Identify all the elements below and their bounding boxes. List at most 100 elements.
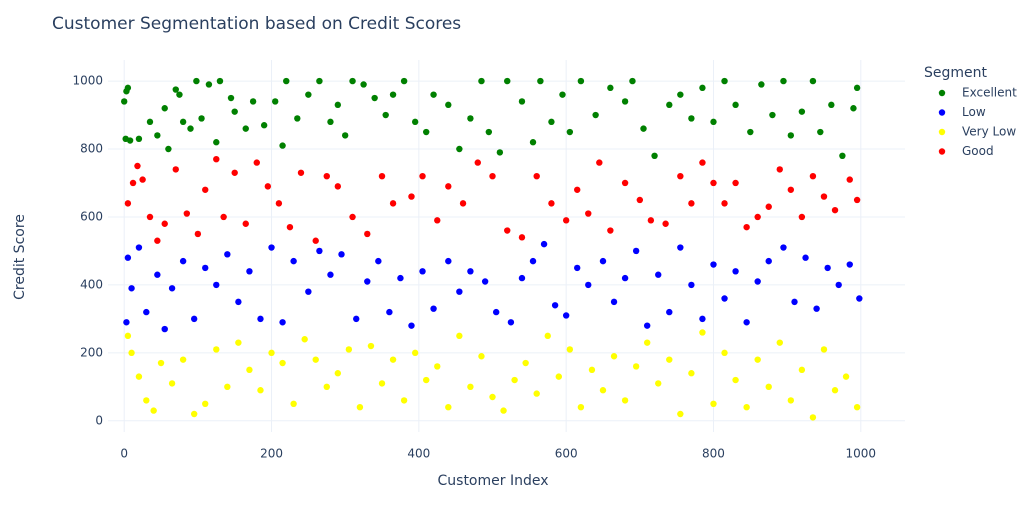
- plot-area: [108, 60, 905, 432]
- point: [699, 315, 706, 323]
- point: [143, 308, 150, 316]
- point: [400, 77, 408, 85]
- point: [481, 278, 489, 285]
- point: [154, 237, 161, 244]
- point: [632, 247, 640, 255]
- legend-label: Very Low: [962, 125, 1016, 139]
- point: [640, 125, 647, 132]
- point: [710, 261, 717, 268]
- point: [518, 274, 526, 282]
- point: [146, 118, 154, 126]
- point: [765, 383, 772, 391]
- point: [316, 247, 323, 255]
- point: [769, 111, 776, 119]
- point: [123, 319, 130, 326]
- point: [621, 397, 629, 404]
- point: [456, 288, 463, 295]
- point: [146, 213, 154, 221]
- point: [518, 98, 526, 105]
- point: [846, 261, 853, 268]
- point: [791, 298, 798, 306]
- point: [397, 274, 404, 282]
- point: [408, 322, 415, 329]
- point: [776, 166, 783, 173]
- point: [202, 186, 209, 193]
- point: [294, 115, 301, 122]
- point: [621, 274, 629, 282]
- point: [246, 268, 253, 275]
- point: [809, 77, 817, 85]
- point: [279, 359, 286, 367]
- legend-label: Low: [962, 105, 986, 119]
- point: [312, 356, 319, 363]
- point: [666, 308, 673, 316]
- point: [154, 271, 161, 278]
- point: [754, 356, 761, 363]
- point: [518, 234, 526, 241]
- point: [820, 193, 828, 200]
- point: [124, 84, 132, 92]
- point: [349, 77, 356, 85]
- y-tick-label: 800: [80, 142, 103, 156]
- point: [430, 305, 437, 312]
- point: [831, 387, 839, 394]
- y-tick-label: 1000: [72, 74, 103, 88]
- point: [268, 244, 275, 251]
- point: [419, 268, 426, 275]
- point: [754, 278, 761, 285]
- point: [371, 94, 378, 102]
- point: [655, 271, 662, 278]
- point: [165, 145, 172, 153]
- point: [666, 356, 673, 363]
- point: [839, 152, 846, 160]
- point: [780, 77, 787, 85]
- point: [389, 91, 397, 98]
- point: [559, 91, 566, 98]
- point: [312, 237, 319, 244]
- point: [721, 77, 728, 85]
- point: [268, 349, 275, 357]
- point: [157, 359, 165, 367]
- point: [364, 230, 371, 238]
- point: [478, 77, 485, 85]
- point: [202, 400, 209, 408]
- point: [677, 410, 684, 418]
- point: [190, 410, 198, 418]
- point: [533, 172, 540, 180]
- point: [305, 288, 312, 295]
- point: [301, 336, 308, 343]
- point: [467, 268, 474, 275]
- point: [235, 339, 242, 346]
- legend-label: Good: [962, 144, 994, 158]
- point: [434, 363, 441, 370]
- point: [334, 101, 342, 109]
- point: [419, 172, 426, 180]
- point: [688, 281, 695, 289]
- point: [224, 251, 231, 258]
- point: [213, 346, 220, 353]
- point: [721, 200, 728, 207]
- y-tick-label: 600: [80, 209, 103, 223]
- point: [853, 84, 861, 92]
- point: [227, 94, 235, 102]
- point: [246, 366, 253, 374]
- x-tick-label: 400: [407, 447, 430, 461]
- point: [850, 105, 857, 112]
- point: [198, 115, 205, 122]
- point: [551, 302, 559, 309]
- point: [566, 346, 574, 353]
- point: [231, 169, 238, 176]
- point: [360, 81, 367, 88]
- point: [489, 393, 496, 401]
- point: [743, 404, 750, 411]
- point: [382, 111, 389, 119]
- point: [356, 404, 364, 411]
- point: [423, 376, 430, 384]
- point: [187, 125, 194, 132]
- point: [242, 125, 249, 132]
- point: [124, 332, 132, 340]
- point: [179, 356, 187, 363]
- point: [540, 240, 548, 248]
